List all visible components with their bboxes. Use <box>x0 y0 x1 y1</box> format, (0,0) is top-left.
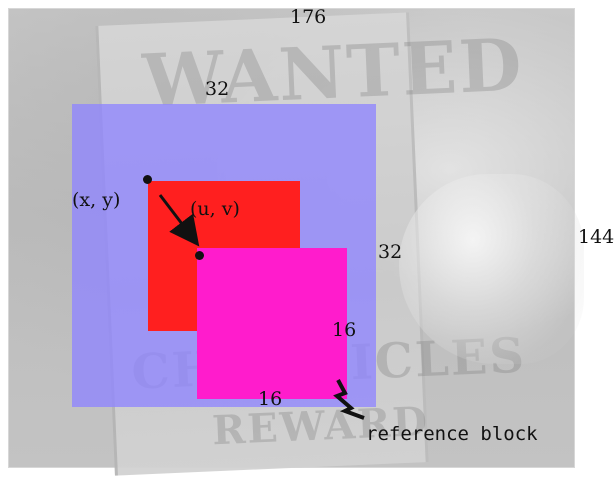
reference-height-label: 16 <box>332 319 357 341</box>
hand-shape <box>399 174 584 364</box>
search-width-label: 32 <box>205 78 230 100</box>
point-uv-dot <box>195 251 204 260</box>
uv-label: (u, v) <box>190 198 240 220</box>
reference-block-label: reference block <box>366 423 538 445</box>
xy-label: (x, y) <box>72 189 121 211</box>
reference-block <box>197 248 347 399</box>
search-height-label: 32 <box>378 241 403 263</box>
point-xy-dot <box>143 175 152 184</box>
right-height-label: 144 <box>578 226 614 248</box>
top-width-label: 176 <box>290 6 327 28</box>
reference-width-label: 16 <box>258 388 283 410</box>
